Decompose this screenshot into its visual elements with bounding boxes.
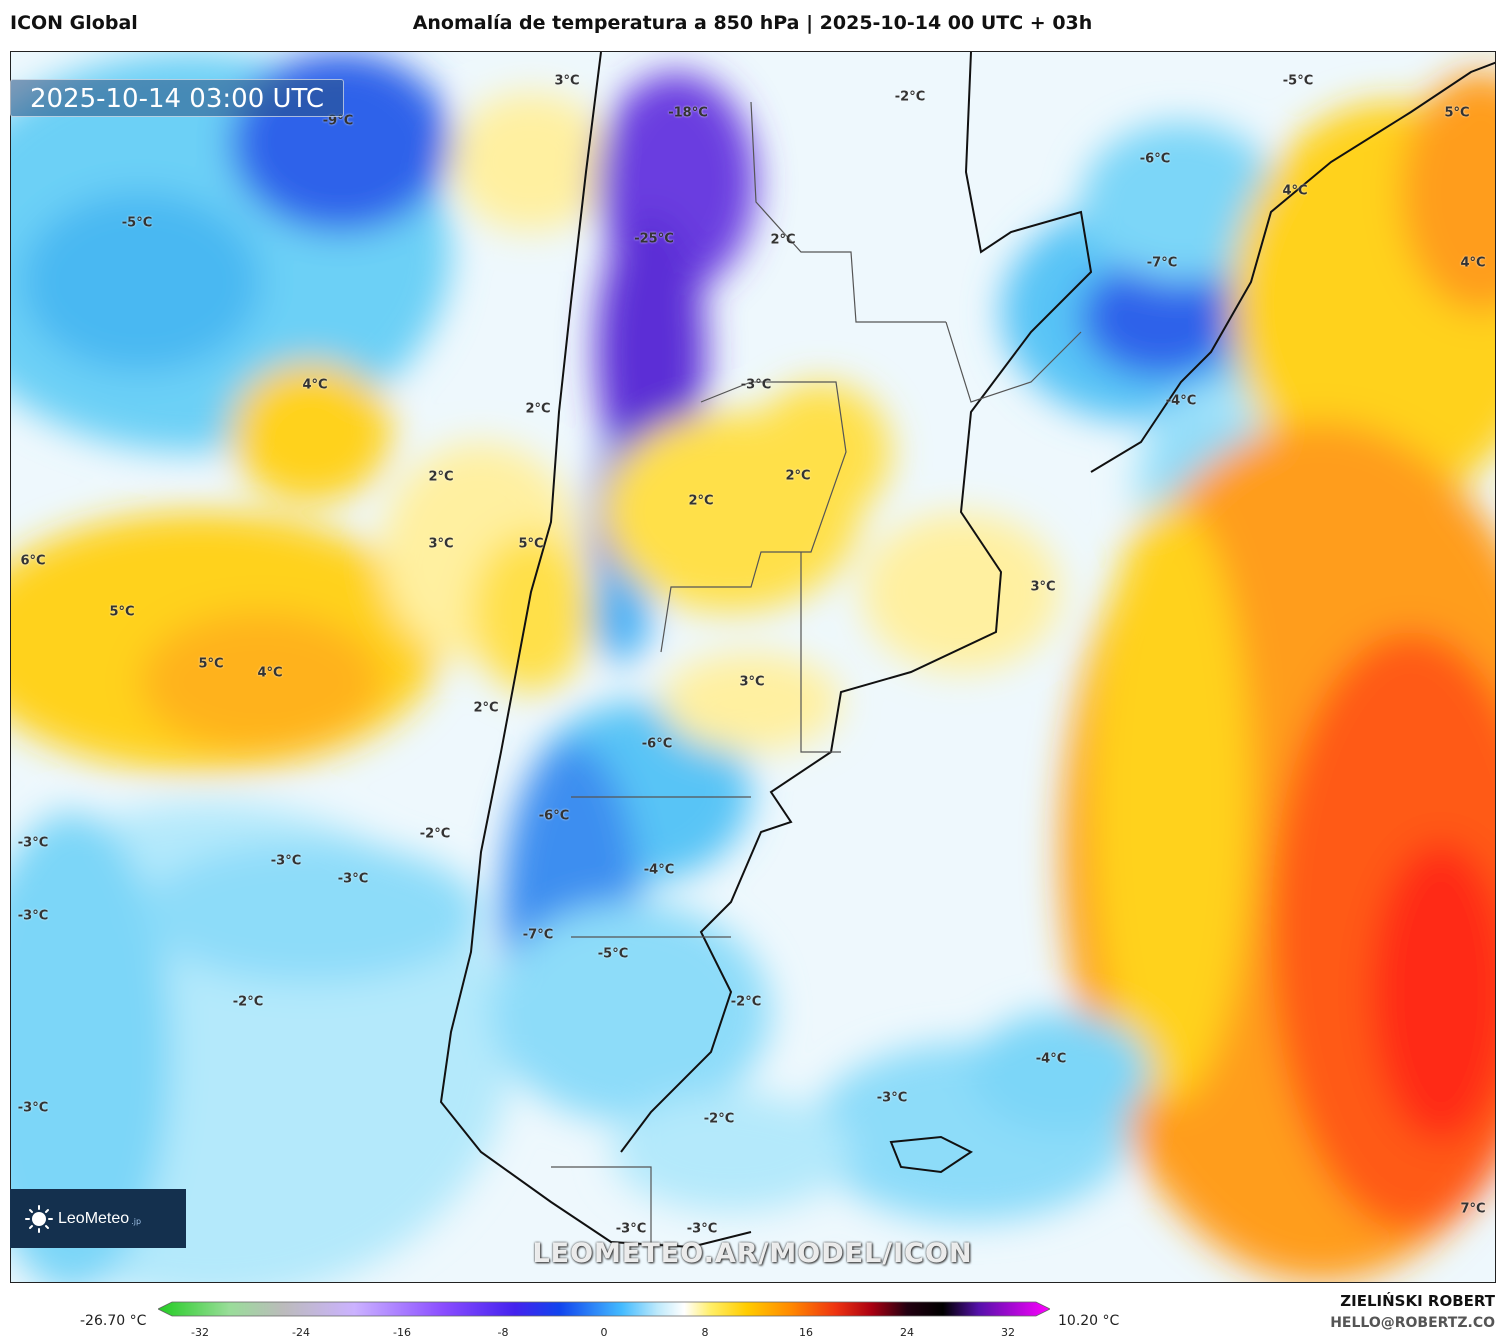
colorbar-tick: 32	[1001, 1326, 1015, 1339]
contour-label: 7°C	[1460, 1201, 1486, 1217]
contour-label: 4°C	[1460, 255, 1486, 271]
contour-label: 6°C	[20, 553, 46, 569]
colorbar-tick: -16	[393, 1326, 411, 1339]
contour-label: 3°C	[739, 674, 765, 690]
contour-label: -2°C	[419, 826, 451, 842]
contour-label: -4°C	[1165, 393, 1197, 409]
contour-label: 5°C	[518, 536, 544, 552]
contour-label: -6°C	[641, 736, 673, 752]
contour-label: 2°C	[688, 493, 714, 509]
model-name: ICON Global	[10, 12, 138, 34]
contour-label: -3°C	[615, 1221, 647, 1237]
contour-label: -3°C	[876, 1090, 908, 1106]
colorbar	[158, 1301, 1050, 1317]
contour-label: -2°C	[232, 994, 264, 1010]
contour-label: -6°C	[1139, 151, 1171, 167]
contour-label: -4°C	[643, 862, 675, 878]
logo-text: LeoMeteo	[58, 1209, 130, 1227]
province-borders	[551, 101, 1082, 1247]
contour-label: -3°C	[17, 1100, 49, 1116]
contour-label: 4°C	[1282, 183, 1308, 199]
valid-time-badge: 2025-10-14 03:00 UTC	[10, 79, 344, 117]
colorbar-tick: 8	[701, 1326, 709, 1339]
author-email[interactable]: HELLO@ROBERTZ.CO	[1330, 1315, 1495, 1331]
contour-label: -3°C	[686, 1221, 718, 1237]
anomaly-map: 3°C -18°C -2°C -5°C 5°C -9°C -6°C 4°C -5…	[10, 51, 1496, 1283]
contour-label: 3°C	[1030, 579, 1056, 595]
contour-label: 2°C	[785, 468, 811, 484]
contour-label: -5°C	[597, 946, 629, 962]
colorbar-tick: -32	[191, 1326, 209, 1339]
coastline	[439, 52, 1495, 1249]
contour-label: -4°C	[1035, 1051, 1067, 1067]
temperature-field	[11, 52, 1495, 1282]
contour-label: -5°C	[1282, 73, 1314, 89]
contour-label: 2°C	[473, 700, 499, 716]
contour-label: -7°C	[522, 927, 554, 943]
colorbar-tick: -24	[292, 1326, 310, 1339]
contour-label: -3°C	[17, 835, 49, 851]
contour-label: -3°C	[337, 871, 369, 887]
contour-label: 5°C	[198, 656, 224, 672]
contour-label: 4°C	[302, 377, 328, 393]
contour-label: 2°C	[525, 401, 551, 417]
contour-label: -2°C	[703, 1111, 735, 1127]
sun-icon	[25, 1204, 53, 1233]
contour-label: -7°C	[1146, 255, 1178, 271]
colorbar-max-label: 10.20 °C	[1058, 1313, 1120, 1329]
contour-label: 3°C	[554, 73, 580, 89]
contour-label: -2°C	[894, 89, 926, 105]
contour-label: -18°C	[668, 105, 708, 121]
colorbar-tick: 0	[600, 1326, 608, 1339]
contour-label: -5°C	[121, 215, 153, 231]
contour-label: -25°C	[634, 231, 674, 247]
contour-label: 2°C	[428, 469, 454, 485]
contour-label: 5°C	[109, 604, 135, 620]
contour-label: 5°C	[1444, 105, 1470, 121]
author-credit: ZIELIŃSKI ROBERT	[1340, 1292, 1495, 1310]
contour-label: 3°C	[428, 536, 454, 552]
contour-label: -3°C	[17, 908, 49, 924]
contour-label: 2°C	[770, 232, 796, 248]
contour-label: -3°C	[270, 853, 302, 869]
contour-label: -3°C	[740, 377, 772, 393]
colorbar-tick: 16	[799, 1326, 813, 1339]
contour-label: 4°C	[257, 665, 283, 681]
leometeo-logo[interactable]: LeoMeteo .jp	[10, 1189, 186, 1248]
colorbar-tick: -8	[497, 1326, 509, 1339]
contour-label: -9°C	[322, 113, 354, 129]
map-title: Anomalía de temperatura a 850 hPa | 2025…	[412, 12, 1093, 34]
colorbar-tick: 24	[900, 1326, 914, 1339]
colorbar-min-label: -26.70 °C	[80, 1313, 147, 1329]
logo-suffix: .jp	[131, 1217, 142, 1226]
contour-label: -6°C	[538, 808, 570, 824]
source-watermark: LEOMETEO.AR/MODEL/ICON	[532, 1238, 973, 1269]
contour-label: -2°C	[730, 994, 762, 1010]
